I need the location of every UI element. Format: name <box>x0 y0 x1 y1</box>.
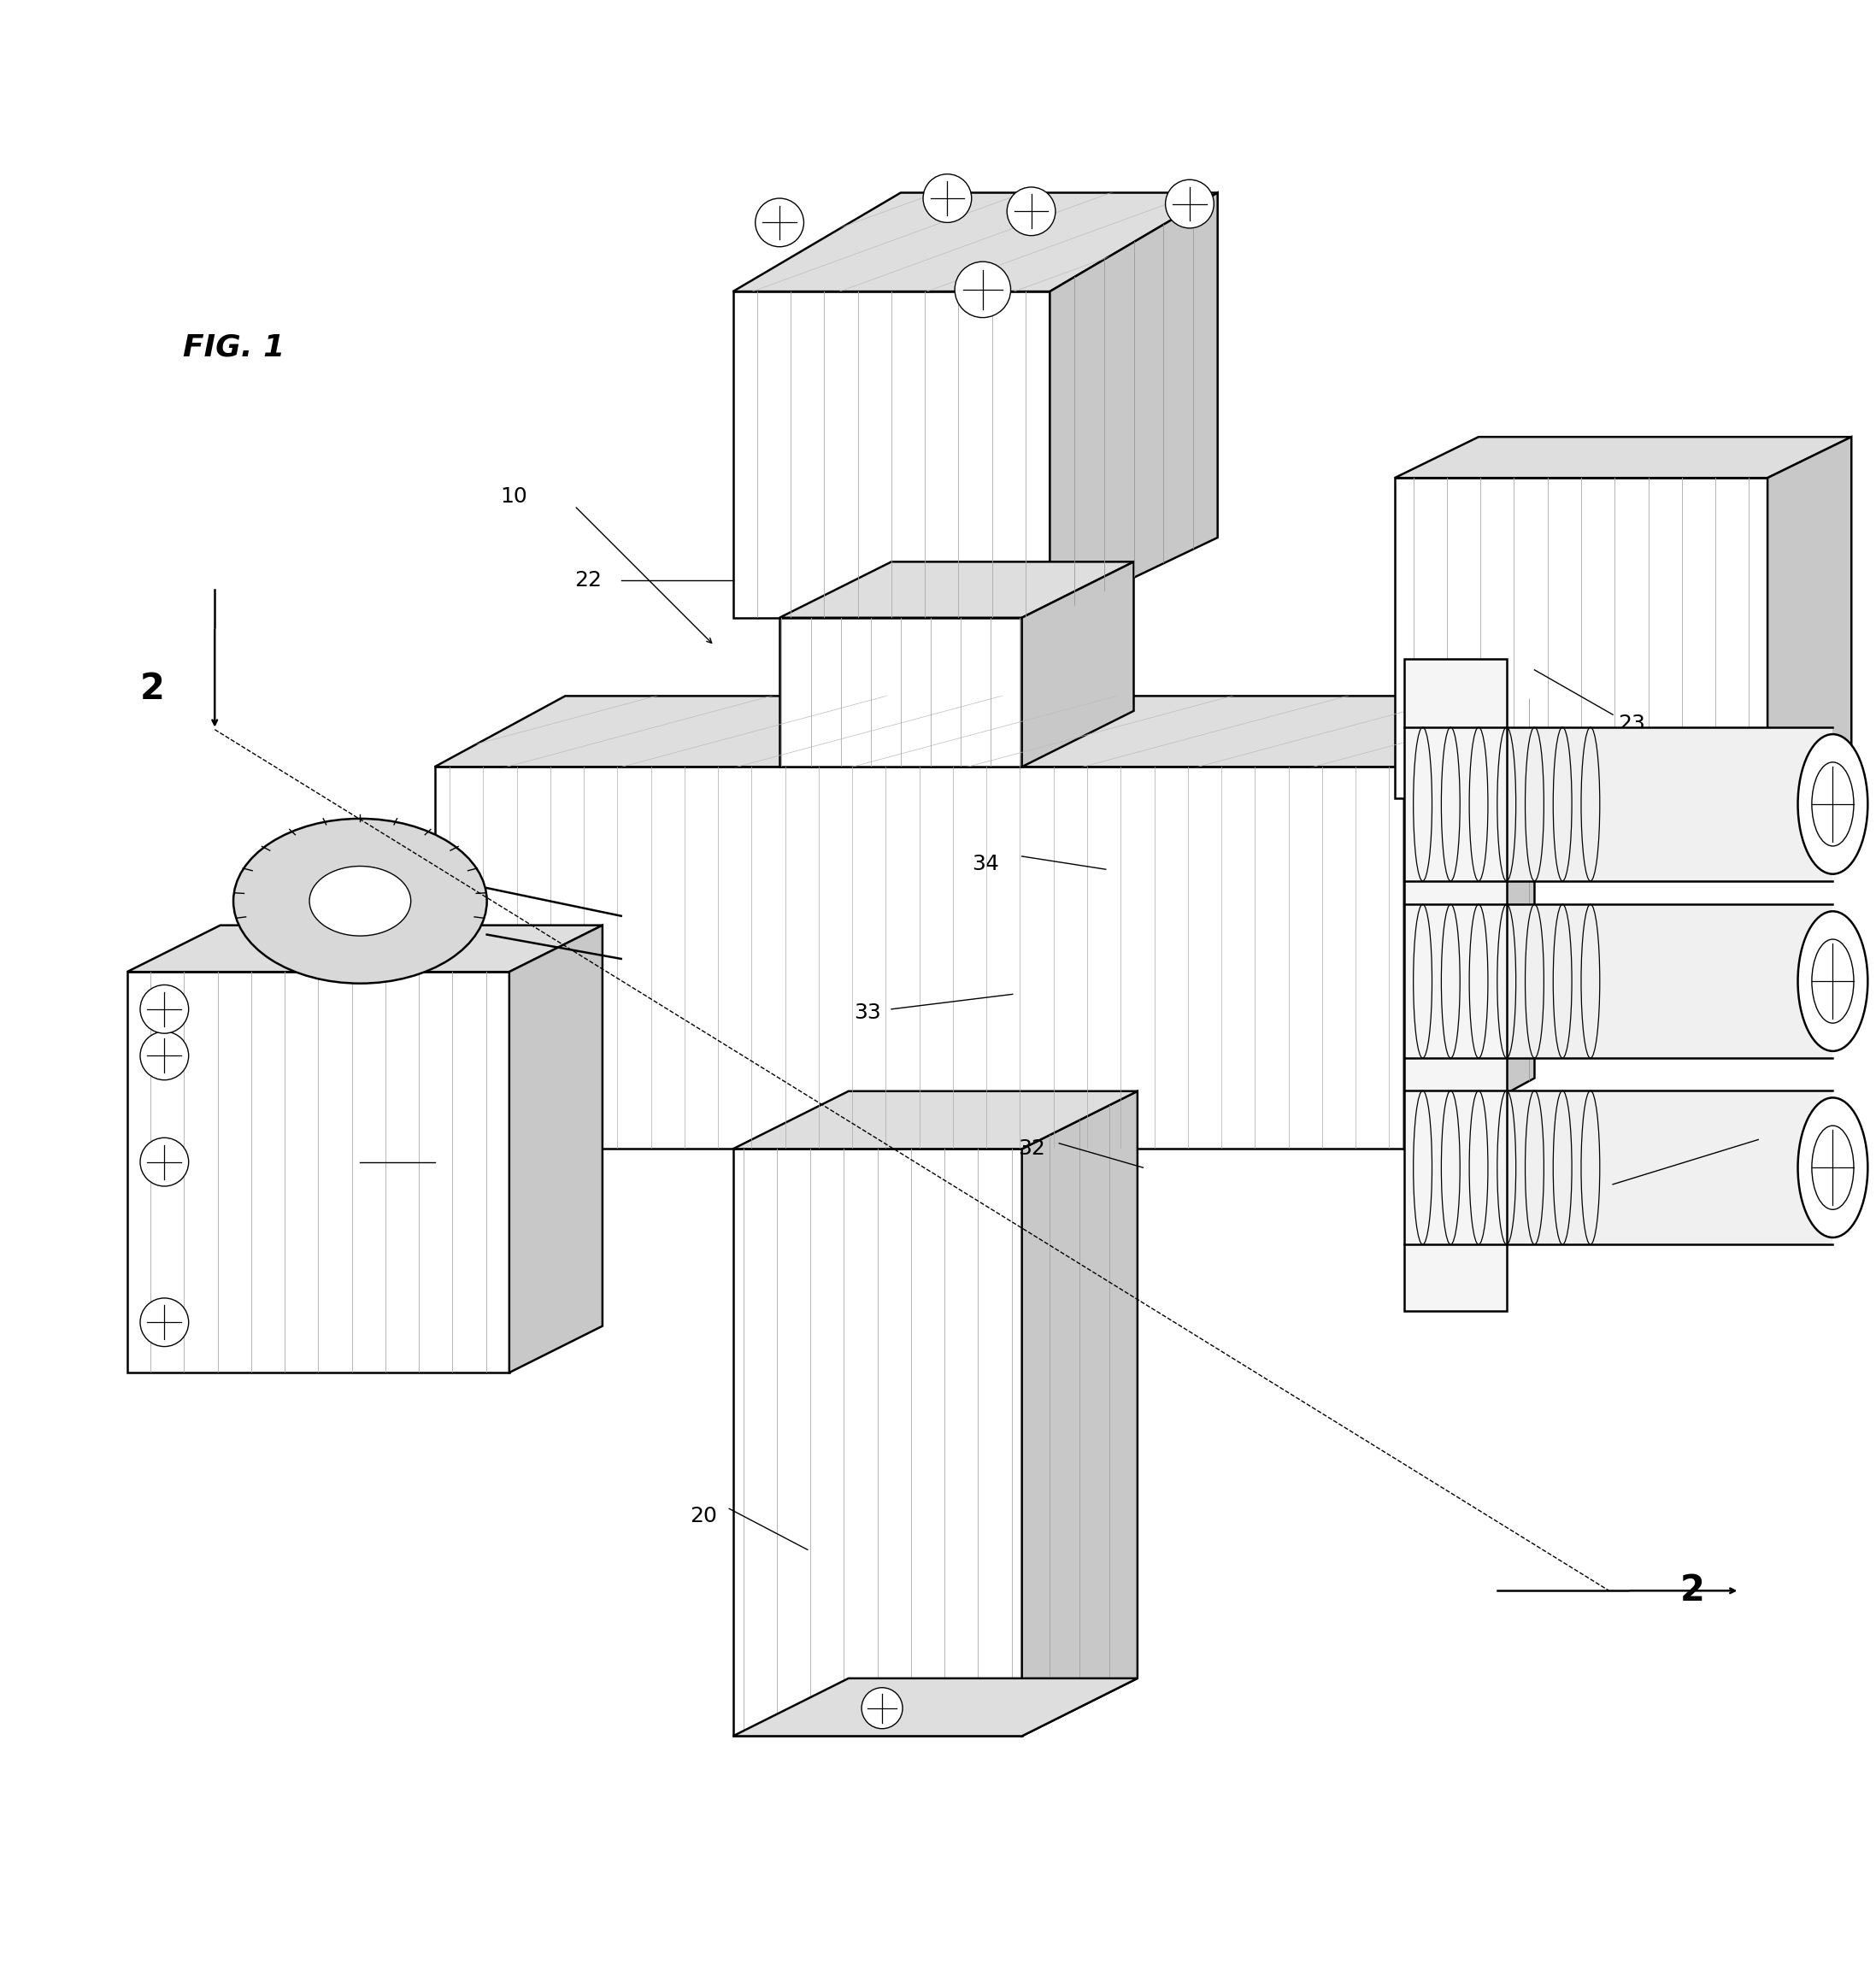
Text: 2: 2 <box>1679 1573 1705 1609</box>
Ellipse shape <box>1812 939 1853 1022</box>
Polygon shape <box>780 618 1022 767</box>
Circle shape <box>1165 180 1214 228</box>
Polygon shape <box>128 925 602 973</box>
Polygon shape <box>435 767 1403 1149</box>
Polygon shape <box>435 695 1535 767</box>
Text: 23: 23 <box>1619 713 1645 735</box>
Polygon shape <box>1394 477 1767 798</box>
Circle shape <box>141 1032 189 1080</box>
Polygon shape <box>734 1149 1022 1735</box>
Polygon shape <box>780 563 1133 618</box>
Ellipse shape <box>1812 1125 1853 1210</box>
Text: 20: 20 <box>690 1506 717 1527</box>
Polygon shape <box>734 1678 1137 1735</box>
Ellipse shape <box>1797 911 1868 1052</box>
Circle shape <box>141 1298 189 1347</box>
Text: 33: 33 <box>854 1002 882 1022</box>
Polygon shape <box>508 925 602 1373</box>
Polygon shape <box>1403 903 1833 1058</box>
Polygon shape <box>1403 660 1506 1311</box>
Circle shape <box>756 198 803 248</box>
Text: FIG. 1: FIG. 1 <box>184 333 285 363</box>
Polygon shape <box>1767 438 1852 798</box>
Text: 14: 14 <box>1606 1181 1632 1200</box>
Circle shape <box>861 1688 902 1729</box>
Text: 2: 2 <box>141 672 165 707</box>
Polygon shape <box>734 1092 1137 1149</box>
Polygon shape <box>1403 727 1833 882</box>
Ellipse shape <box>1812 763 1853 846</box>
Text: 10: 10 <box>499 485 527 507</box>
Text: 21: 21 <box>313 1157 341 1179</box>
Text: 32: 32 <box>1019 1139 1045 1159</box>
Text: 34: 34 <box>972 854 998 874</box>
Circle shape <box>1007 186 1056 236</box>
Ellipse shape <box>1797 735 1868 874</box>
Polygon shape <box>734 192 1218 291</box>
Polygon shape <box>1051 192 1218 618</box>
Ellipse shape <box>310 866 411 935</box>
Polygon shape <box>1403 695 1535 1149</box>
Text: 22: 22 <box>574 571 602 590</box>
Polygon shape <box>1022 563 1133 767</box>
Circle shape <box>141 1137 189 1187</box>
Polygon shape <box>734 291 1051 618</box>
Ellipse shape <box>1797 1097 1868 1238</box>
Circle shape <box>923 174 972 222</box>
Polygon shape <box>1394 438 1852 477</box>
Polygon shape <box>1403 1092 1833 1244</box>
Polygon shape <box>128 973 508 1373</box>
Circle shape <box>141 985 189 1034</box>
Circle shape <box>955 261 1011 317</box>
Polygon shape <box>1022 1092 1137 1735</box>
Ellipse shape <box>233 818 488 983</box>
